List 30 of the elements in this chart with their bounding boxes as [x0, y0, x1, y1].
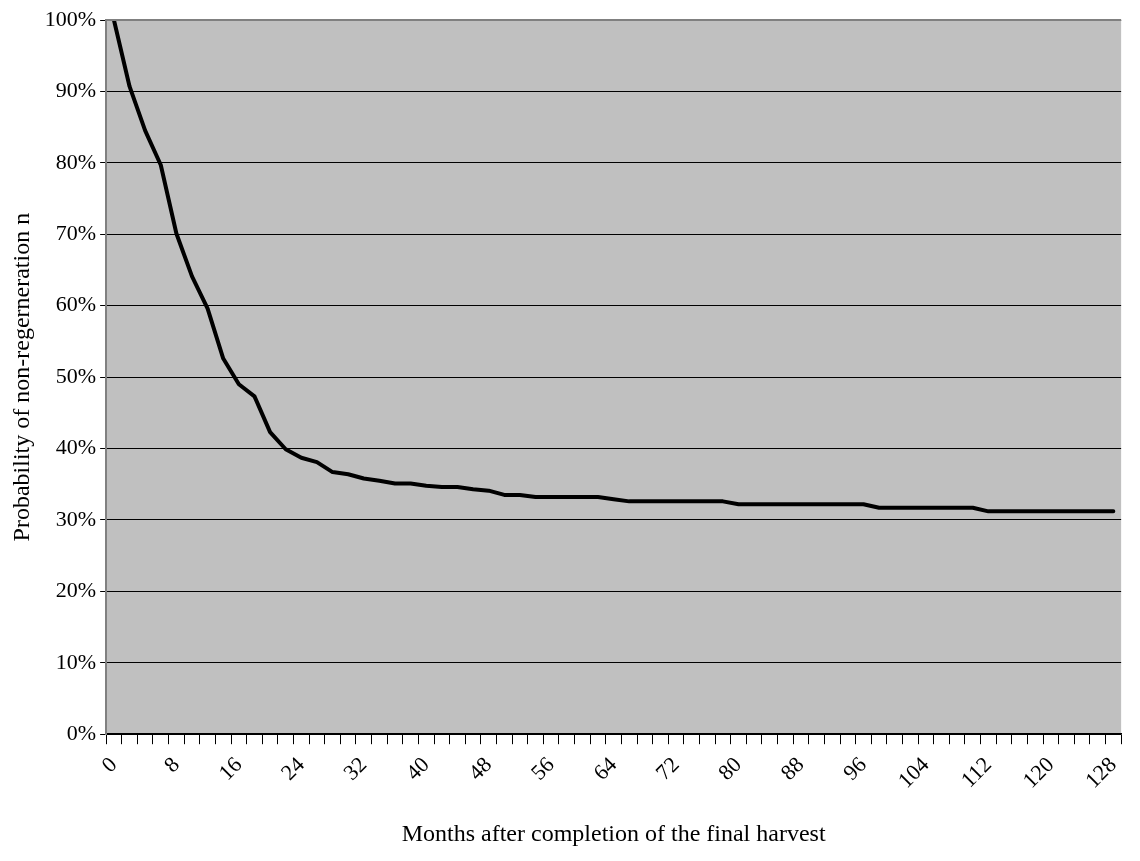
x-tick-label: 128 [1079, 751, 1121, 793]
y-tick-label: 50% [55, 362, 97, 388]
x-tick-label: 32 [338, 751, 372, 785]
x-tick-label: 80 [712, 751, 747, 785]
y-tick-label: 10% [55, 648, 97, 674]
x-axis-title: Months after completion of the final harvest [401, 819, 826, 846]
y-tick-label: 100% [44, 5, 97, 31]
x-tick-label: 0 [96, 751, 122, 777]
x-tick-label: 24 [275, 751, 309, 785]
x-tick-label: 120 [1017, 751, 1059, 793]
y-tick-label: 80% [55, 148, 97, 174]
y-tick-label: 30% [55, 505, 97, 531]
x-tick-label: 56 [525, 751, 559, 785]
x-tick-label: 104 [892, 751, 934, 793]
y-tick-label: 0% [66, 719, 97, 745]
x-tick-label: 40 [400, 751, 434, 785]
x-tick-label: 96 [837, 751, 872, 785]
x-tick-label: 48 [463, 751, 497, 785]
y-tick-label: 60% [55, 291, 97, 317]
y-axis-title: Probability of non-regerneration n [7, 212, 34, 542]
y-tick-label: 70% [55, 220, 97, 246]
x-tick-label: 16 [213, 751, 247, 785]
y-tick-label: 40% [55, 434, 97, 460]
x-tick-label: 88 [775, 751, 809, 785]
y-tick-label: 90% [55, 77, 97, 103]
x-tick-label: 112 [955, 751, 997, 792]
x-tick-label: 72 [650, 751, 684, 785]
y-tick-label: 20% [55, 577, 97, 603]
x-tick-label: 8 [158, 751, 185, 777]
x-tick-label: 64 [588, 751, 622, 785]
